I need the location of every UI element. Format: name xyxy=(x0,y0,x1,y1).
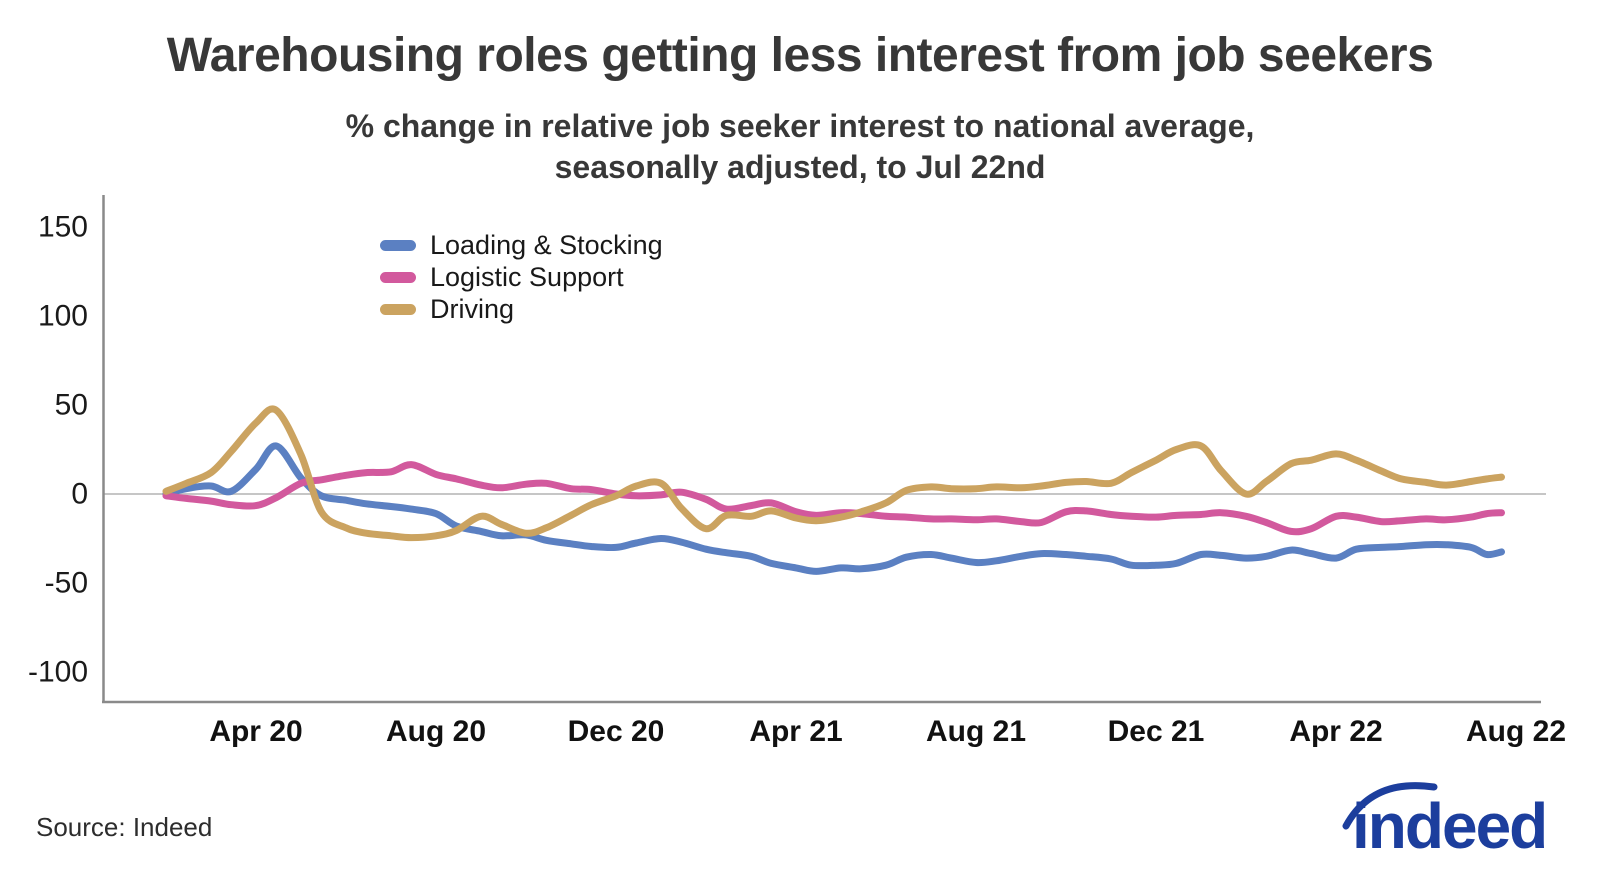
x-tick-label: Dec 20 xyxy=(568,715,665,748)
y-tick-label: 50 xyxy=(55,389,88,422)
legend-swatch-logistic-support xyxy=(380,271,416,283)
legend-item-loading-stocking: Loading & Stocking xyxy=(380,229,663,261)
series-line-logistic-support xyxy=(162,461,1505,536)
page-title: Warehousing roles getting less interest … xyxy=(166,29,1434,82)
x-tick-label: Apr 22 xyxy=(1289,715,1382,748)
logo-swoosh-arc xyxy=(1342,782,1438,830)
legend-swatch-loading-stocking xyxy=(380,239,416,251)
chart-subtitle-line2: seasonally adjusted, to Jul 22nd xyxy=(554,149,1046,185)
legend-item-logistic-support: Logistic Support xyxy=(380,261,663,293)
y-tick-label: 0 xyxy=(71,478,88,511)
x-tick-label: Apr 20 xyxy=(209,715,302,748)
legend-label: Loading & Stocking xyxy=(430,229,663,260)
series-line-driving xyxy=(162,405,1505,542)
series-line-loading-stocking xyxy=(162,442,1505,575)
x-tick-label: Aug 22 xyxy=(1466,715,1566,748)
x-tick-label: Aug 20 xyxy=(386,715,486,748)
legend-swatch-driving xyxy=(380,303,416,315)
y-tick-label: 100 xyxy=(38,300,88,333)
source-note: Source: Indeed xyxy=(36,812,213,842)
legend-label: Driving xyxy=(430,293,515,324)
chart-subtitle: % change in relative job seeker interest… xyxy=(0,106,1600,188)
x-tick-label: Dec 21 xyxy=(1108,715,1205,748)
legend: Loading & Stocking Logistic Support Driv… xyxy=(380,229,663,325)
chart-subtitle-line1: % change in relative job seeker interest… xyxy=(345,108,1255,144)
logo-wordmark: indeed xyxy=(1352,790,1546,862)
legend-item-driving: Driving xyxy=(380,293,663,325)
x-tick-label: Aug 21 xyxy=(926,715,1026,748)
indeed-logo: indeed xyxy=(1342,782,1548,862)
y-tick-label: -50 xyxy=(45,567,88,600)
y-tick-label: -100 xyxy=(28,656,88,689)
x-tick-label: Apr 21 xyxy=(749,715,842,748)
legend-label: Logistic Support xyxy=(430,261,624,292)
y-tick-label: 150 xyxy=(38,211,88,244)
